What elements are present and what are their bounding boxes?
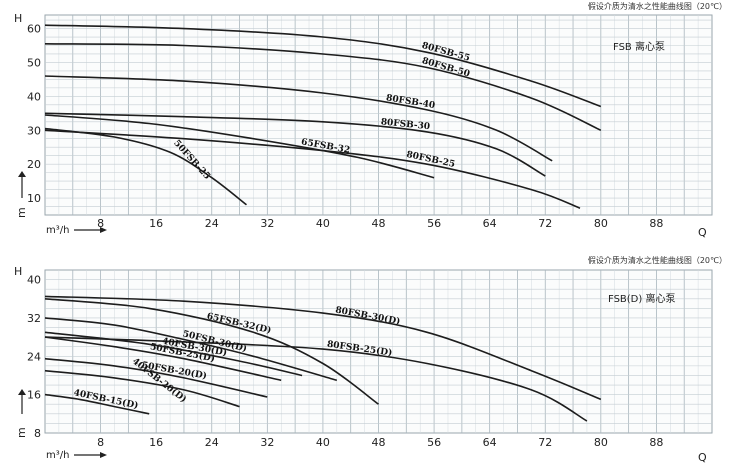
x-axis-unit: m³/h	[46, 225, 69, 236]
x-tick-label: 16	[149, 436, 163, 449]
x-tick-label: 64	[483, 436, 497, 449]
x-tick-label: 40	[316, 217, 330, 230]
x-tick-label: 32	[260, 217, 274, 230]
y-tick-label: 30	[27, 124, 41, 137]
y-axis-arrowhead	[18, 171, 26, 177]
y-tick-label: 40	[27, 274, 41, 287]
series-line-40fsb-15d	[44, 393, 150, 415]
x-tick-label: 8	[97, 217, 104, 230]
chart-title: FSB 离心泵	[613, 40, 665, 53]
x-tick-label: 64	[483, 217, 497, 230]
y-axis-unit: m	[15, 207, 28, 218]
x-tick-label: 80	[594, 436, 608, 449]
x-tick-label: 16	[149, 217, 163, 230]
series-line-40fsb-30d	[44, 331, 303, 377]
x-tick-label: 32	[260, 436, 274, 449]
series-line-50fsb-20d	[44, 357, 268, 398]
x-axis-label: Q	[698, 226, 707, 239]
series-line-65fsb-32d	[44, 298, 379, 405]
x-tick-label: 72	[538, 217, 552, 230]
y-tick-label: 8	[34, 427, 41, 440]
series-line-65fsb-32	[44, 114, 435, 179]
series-line-50fsb-25	[44, 127, 247, 206]
x-tick-label: 56	[427, 217, 441, 230]
x-tick-label: 48	[372, 436, 386, 449]
y-tick-label: 50	[27, 56, 41, 69]
x-axis-unit: m³/h	[46, 450, 69, 461]
series-line-50fsb-25d	[44, 336, 282, 382]
chart-1: 10 20 30 40 50 60 8 16 24 32 40 48 56 64 72 80 88 Hm m³/h Q…	[14, 12, 713, 239]
x-tick-label: 24	[205, 436, 219, 449]
y-tick-label: 24	[27, 350, 41, 363]
series-label: 80FSB-30	[380, 117, 430, 132]
series-line-80fsb-25	[44, 129, 581, 209]
x-axis-arrowhead	[100, 227, 107, 233]
y-axis-label: H	[14, 12, 22, 25]
x-tick-label: 40	[316, 436, 330, 449]
x-tick-label: 88	[649, 436, 663, 449]
y-axis-arrowhead	[18, 389, 26, 395]
y-tick-label: 40	[27, 90, 41, 103]
chart-title: FSB(D) 离心泵	[608, 292, 675, 305]
y-tick-label: 10	[27, 192, 41, 205]
x-axis-arrowhead	[100, 452, 107, 458]
series-line-80fsb-25d	[44, 336, 588, 422]
y-axis-unit: m	[15, 427, 28, 438]
x-tick-label: 88	[649, 217, 663, 230]
series-line-80fsb-55	[44, 24, 602, 108]
series-line-80fsb-40	[44, 75, 553, 162]
x-tick-label: 8	[97, 436, 104, 449]
chart1-caption: 假设介质为清水之性能曲线图（20℃）	[587, 2, 727, 11]
y-tick-label: 20	[27, 158, 41, 171]
chart2-caption: 假设介质为清水之性能曲线图（20℃）	[587, 256, 727, 265]
y-tick-label: 60	[27, 23, 41, 36]
x-tick-label: 72	[538, 436, 552, 449]
series-line-50fsb-30d	[44, 317, 338, 382]
series-line-80fsb-30d	[44, 295, 602, 401]
series-line-80fsb-30	[44, 112, 546, 177]
y-tick-label: 16	[27, 389, 41, 402]
x-tick-label: 56	[427, 436, 441, 449]
x-axis-label: Q	[698, 451, 707, 464]
y-tick-label: 32	[27, 312, 41, 325]
x-tick-label: 48	[372, 217, 386, 230]
series-line-80fsb-50	[44, 43, 602, 132]
y-axis-label: H	[14, 265, 22, 278]
x-tick-label: 24	[205, 217, 219, 230]
series-line-40fsb-20d	[44, 369, 240, 408]
chart-2: 8 16 24 32 40 8 16 24 32 40 48 56 64 72 80 88 Hm m³/h Q FSB…	[14, 265, 713, 464]
x-tick-label: 80	[594, 217, 608, 230]
